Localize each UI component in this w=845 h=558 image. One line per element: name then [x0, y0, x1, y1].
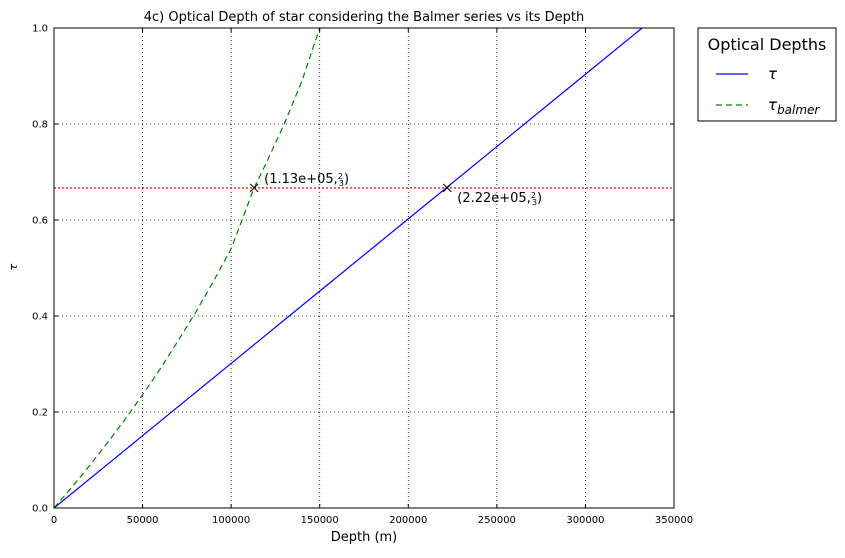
x-tick-label: 200000	[389, 515, 427, 526]
x-tick-label: 150000	[301, 515, 339, 526]
legend-entries: τ τbalmer	[716, 65, 820, 117]
intersection-marker	[442, 183, 452, 193]
legend-label: τbalmer	[768, 96, 820, 117]
intersection-marker	[249, 183, 259, 193]
y-tick-label: 0.8	[32, 120, 48, 131]
y-tick-label: 0.0	[32, 504, 48, 515]
x-axis-label: Depth (m)	[331, 530, 398, 545]
y-tick-label: 0.6	[32, 216, 48, 227]
x-tick-label: 100000	[212, 515, 250, 526]
marker-x-stroke	[442, 183, 452, 193]
y-tick-label: 0.2	[32, 408, 48, 419]
series-line-tau-balmer	[53, 27, 321, 509]
x-tick-label: 300000	[566, 515, 604, 526]
y-axis-label: τ	[7, 263, 20, 270]
series-layer	[53, 27, 643, 509]
x-tick-label: 350000	[655, 515, 693, 526]
intersection-annotation: (1.13e+05,2 3)	[264, 172, 349, 188]
legend-label: τ	[768, 65, 778, 83]
marker-x-stroke	[249, 183, 259, 193]
legend: Optical Depths τ τbalmer	[697, 27, 837, 122]
x-tick-label: 50000	[127, 515, 159, 526]
intersection-annotation: (2.22e+05,2 3)	[457, 191, 542, 207]
legend-title: Optical Depths	[708, 35, 827, 54]
x-tick-label: 250000	[478, 515, 516, 526]
chart-title: 4c) Optical Depth of star considering th…	[144, 10, 584, 25]
plot-frame	[53, 27, 675, 509]
y-tick-label: 0.4	[32, 312, 48, 323]
x-tick-label: 0	[51, 515, 57, 526]
y-tick-label: 1.0	[32, 24, 48, 35]
grid-layer	[54, 28, 674, 508]
series-line-tau	[53, 27, 643, 509]
marker-layer: (1.13e+05,2 3) (2.22e+05,2 3)	[249, 172, 542, 207]
tick-layer: 0 50000 100000 150000 200000 250000 300000 3500…	[32, 24, 693, 527]
